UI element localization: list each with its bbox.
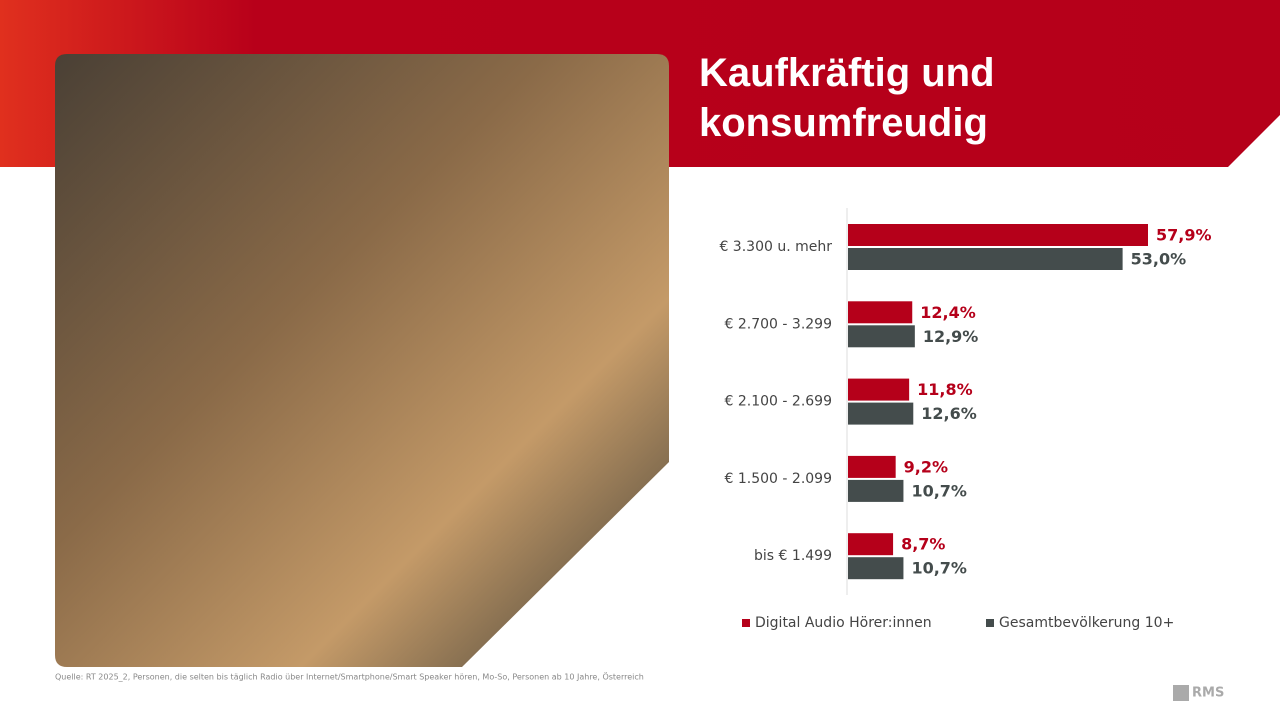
- source: Quelle: RT 2025_2, Personen, die selten …: [55, 672, 644, 682]
- value-label: 8,7%: [901, 535, 945, 554]
- category-label: € 3.300 u. mehr: [719, 239, 832, 255]
- legend-swatch: [986, 619, 994, 627]
- value-label: 53,0%: [1131, 250, 1187, 269]
- bar: [848, 248, 1123, 270]
- logo: RMS: [1192, 686, 1224, 701]
- logo-mark: [1173, 685, 1189, 701]
- bar: [848, 378, 910, 401]
- value-label: 12,6%: [921, 404, 977, 423]
- value-label: 10,7%: [911, 559, 967, 578]
- photo: [55, 54, 669, 667]
- bar: [848, 455, 896, 478]
- bar: [848, 325, 915, 348]
- value-label: 12,4%: [920, 303, 976, 322]
- category-label: € 2.700 - 3.299: [725, 316, 832, 332]
- value-label: 12,9%: [923, 327, 979, 346]
- legend-label: Gesamtbevölkerung 10+: [999, 615, 1174, 631]
- value-label: 9,2%: [904, 457, 948, 476]
- bar: [848, 224, 1148, 246]
- legend-swatch: [742, 619, 750, 627]
- category-label: bis € 1.499: [754, 548, 832, 564]
- bar: [848, 557, 904, 580]
- value-label: 57,9%: [1156, 226, 1212, 245]
- category-label: € 2.100 - 2.699: [725, 394, 832, 410]
- bar: [848, 402, 914, 425]
- legend-label: Digital Audio Hörer:innen: [755, 615, 932, 631]
- bar: [848, 301, 913, 324]
- bar: [848, 479, 904, 502]
- category-label: € 1.500 - 2.099: [725, 471, 832, 487]
- title: Kaufkräftig und konsumfreudig: [699, 51, 995, 145]
- bar: [848, 533, 894, 556]
- value-label: 10,7%: [911, 481, 967, 500]
- value-label: 11,8%: [917, 380, 973, 399]
